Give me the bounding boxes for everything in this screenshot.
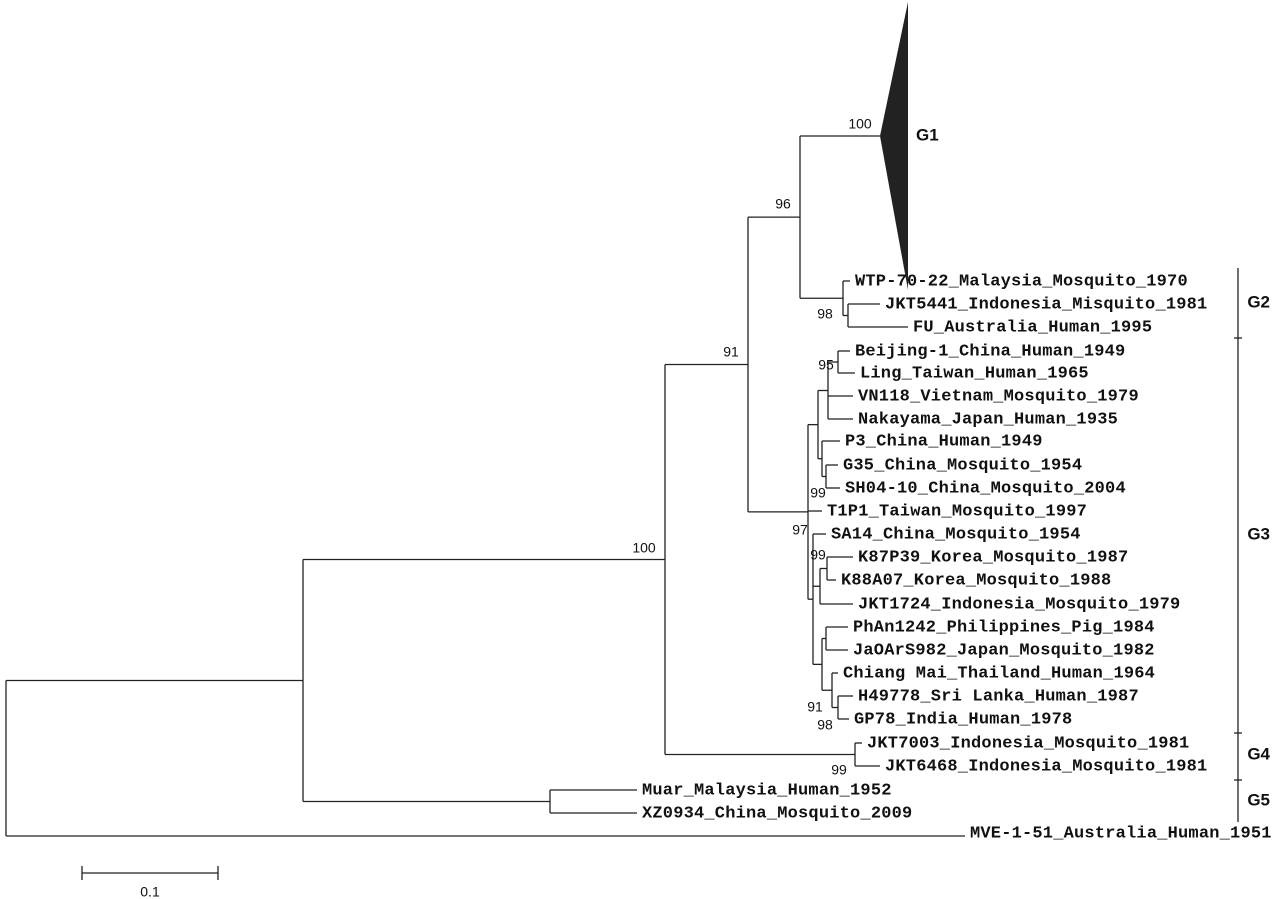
leaf-label: G35_China_Mosquito_1954: [843, 456, 1082, 475]
leaf-label: Muar_Malaysia_Human_1952: [642, 781, 892, 800]
leaf-label: Nakayama_Japan_Human_1935: [858, 410, 1118, 429]
group-label: G2: [1247, 292, 1270, 311]
leaf-label: SH04-10_China_Mosquito_2004: [845, 479, 1126, 498]
group-label: G5: [1247, 790, 1270, 809]
bootstrap-value: 97: [792, 522, 808, 538]
leaf-label: T1P1_Taiwan_Mosquito_1997: [827, 502, 1087, 521]
leaf-label: Chiang Mai_Thailand_Human_1964: [843, 664, 1155, 683]
bootstrap-value: 91: [723, 344, 739, 360]
collapsed-clade: [880, 2, 908, 290]
leaf-label: MVE-1-51_Australia_Human_1951: [970, 824, 1272, 843]
leaf-label: H49778_Sri Lanka_Human_1987: [858, 687, 1139, 706]
leaf-label: JaOArS982_Japan_Mosquito_1982: [853, 641, 1155, 660]
bootstrap-value: 99: [810, 547, 826, 563]
leaf-label: JKT1724_Indonesia_Mosquito_1979: [858, 595, 1180, 614]
bootstrap-value: 91: [807, 699, 823, 715]
bootstrap-value: 98: [817, 306, 833, 322]
leaf-label: GP78_India_Human_1978: [854, 710, 1072, 729]
leaf-label: Ling_Taiwan_Human_1965: [860, 364, 1089, 383]
bootstrap-value: 95: [818, 357, 834, 373]
leaf-label: K88A07_Korea_Mosquito_1988: [841, 571, 1111, 590]
leaf-label: FU_Australia_Human_1995: [913, 318, 1152, 337]
leaf-label: JKT6468_Indonesia_Mosquito_1981: [885, 757, 1207, 776]
leaf-label: P3_China_Human_1949: [845, 432, 1043, 451]
bootstrap-value: 100: [848, 116, 872, 132]
leaf-label: K87P39_Korea_Mosquito_1987: [858, 548, 1128, 567]
bootstrap-value: 100: [632, 540, 656, 556]
leaf-label: SA14_China_Mosquito_1954: [831, 525, 1081, 544]
leaf-label: VN118_Vietnam_Mosquito_1979: [858, 387, 1139, 406]
leaf-label: XZ0934_China_Mosquito_2009: [642, 804, 912, 823]
bootstrap-value: 99: [831, 762, 847, 778]
group-label: G4: [1247, 744, 1270, 763]
leaf-label: JKT7003_Indonesia_Mosquito_1981: [867, 734, 1189, 753]
group-label: G3: [1247, 524, 1270, 543]
bootstrap-value: 98: [817, 717, 833, 733]
leaf-label: PhAn1242_Philippines_Pig_1984: [853, 618, 1155, 637]
leaf-label: WTP-70-22_Malaysia_Mosquito_1970: [855, 272, 1188, 291]
bootstrap-value: 99: [810, 485, 826, 501]
scale-label: 0.1: [140, 884, 160, 899]
bootstrap-value: 96: [775, 196, 791, 212]
leaf-label: JKT5441_Indonesia_Misquito_1981: [885, 295, 1207, 314]
group-label: G1: [916, 125, 939, 144]
leaf-label: Beijing-1_China_Human_1949: [855, 342, 1125, 361]
